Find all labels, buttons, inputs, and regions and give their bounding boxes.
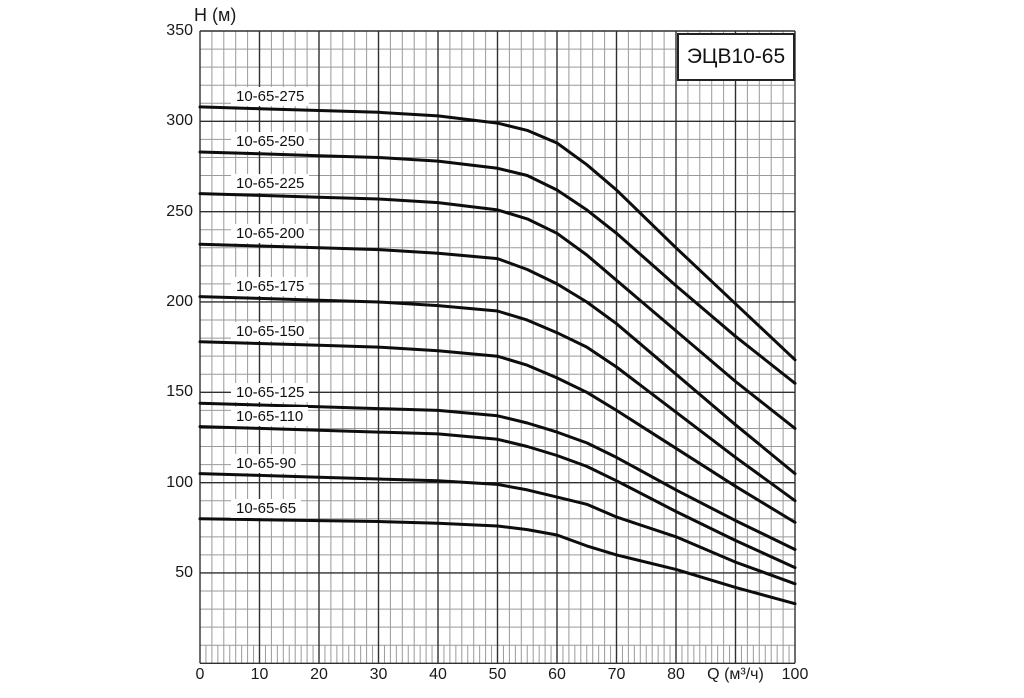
curve-10-65-225: [198, 192, 797, 430]
curve-label-10-65-200: 10-65-200: [231, 224, 310, 244]
curve-label-10-65-150: 10-65-150: [231, 321, 310, 341]
curve-10-65-65: [198, 517, 797, 606]
curve-label-10-65-275: 10-65-275: [231, 86, 310, 106]
curve-10-65-275: [198, 105, 797, 362]
y-tick-250: 250: [166, 202, 193, 220]
curve-10-65-250: [198, 150, 797, 385]
x-tick-60: 60: [548, 666, 566, 683]
x-tick-70: 70: [607, 666, 626, 683]
curve-10-65-200: [198, 242, 797, 476]
y-tick-350: 350: [166, 22, 193, 39]
y-tick-300: 300: [166, 112, 193, 130]
chart-title-box: ЭЦВ10-65: [677, 33, 795, 81]
x-tick-100: 100: [781, 666, 809, 683]
curve-label-10-65-125: 10-65-125: [231, 383, 310, 403]
x-tick-20: 20: [310, 666, 328, 683]
curve-label-10-65-65: 10-65-65: [231, 498, 302, 518]
x-tick-40: 40: [429, 666, 447, 683]
curve-10-65-125: [198, 401, 797, 551]
x-tick-80: 80: [667, 666, 685, 683]
curve-label-10-65-175: 10-65-175: [231, 276, 310, 296]
curve-label-10-65-110: 10-65-110: [231, 406, 309, 426]
x-tick-0: 0: [195, 666, 205, 683]
curve-label-10-65-90: 10-65-90: [231, 453, 302, 473]
curve-10-65-175: [198, 295, 797, 503]
curve-10-65-150: [198, 340, 797, 524]
y-tick-50: 50: [175, 563, 193, 581]
curve-label-10-65-250: 10-65-250: [231, 132, 310, 151]
x-tick-30: 30: [369, 666, 388, 683]
x-tick-10: 10: [250, 666, 269, 683]
y-tick-100: 100: [166, 473, 193, 491]
y-axis-title: H (м): [194, 5, 237, 25]
y-tick-150: 150: [166, 383, 193, 401]
curve-10-65-90: [198, 472, 797, 586]
x-axis-title: Q (м³/ч): [707, 666, 764, 683]
curve-10-65-110: [198, 425, 797, 570]
curve-label-10-65-225: 10-65-225: [231, 173, 310, 193]
y-tick-200: 200: [166, 292, 193, 310]
x-tick-50: 50: [488, 666, 507, 683]
